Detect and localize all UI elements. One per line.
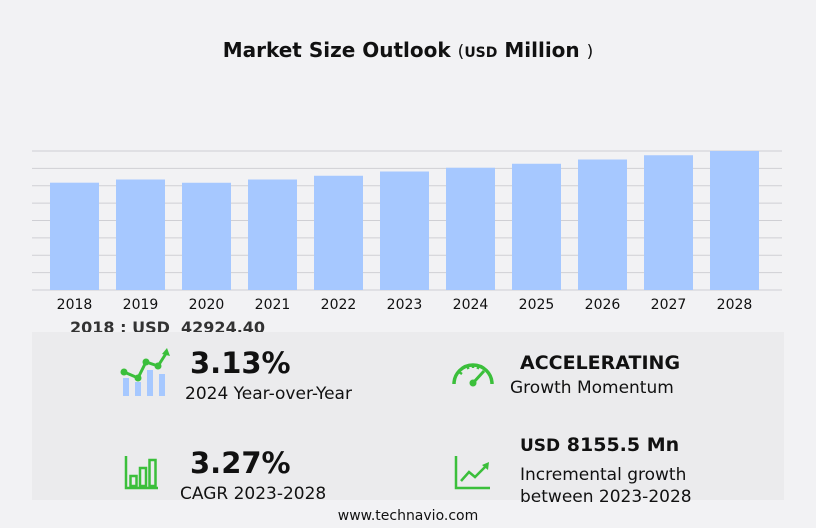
bar-chart-icon <box>124 456 158 490</box>
base-sep: : <box>120 318 127 337</box>
title-main: Market Size Outlook <box>222 38 451 62</box>
yoy-value: 3.13% <box>190 346 291 380</box>
title-close-paren: ) <box>586 42 594 62</box>
bar-2022 <box>314 175 363 290</box>
bar-2023 <box>380 171 429 290</box>
momentum-value: ACCELERATING <box>520 352 681 374</box>
footer-url[interactable]: www.technavio.com <box>337 508 479 524</box>
bar-2021 <box>248 179 297 290</box>
incremental-amount: 8155.5 Mn <box>566 434 680 456</box>
incremental-value: USD 8155.5 Mn <box>520 434 679 456</box>
bar-2025 <box>512 163 561 290</box>
chart-title: Market Size Outlook (USD Million ) <box>0 38 816 62</box>
cagr-label: CAGR 2023-2028 <box>180 484 327 504</box>
title-scale: Million <box>504 38 580 62</box>
x-tick-label: 2021 <box>255 297 291 313</box>
bar-2028 <box>710 151 759 290</box>
x-tick-label: 2023 <box>387 297 423 313</box>
bar-2024 <box>446 167 495 290</box>
incremental-label-line2: between 2023-2028 <box>520 487 692 507</box>
incremental-label-line1: Incremental growth <box>520 465 687 485</box>
x-tick-label: 2027 <box>651 297 687 313</box>
x-tick-label: 2026 <box>585 297 621 313</box>
x-tick-label: 2028 <box>717 297 753 313</box>
x-tick-label: 2018 <box>57 297 93 313</box>
momentum-label: Growth Momentum <box>510 378 674 398</box>
trend-line-icon <box>454 456 490 490</box>
cagr-value: 3.27% <box>190 446 291 480</box>
bar-2019 <box>116 179 165 290</box>
x-tick-label: 2019 <box>123 297 159 313</box>
x-tick-label: 2020 <box>189 297 225 313</box>
title-unit: USD <box>464 45 498 61</box>
incremental-currency: USD <box>520 436 561 456</box>
yoy-label: 2024 Year-over-Year <box>185 384 352 404</box>
bar-2027 <box>644 155 693 290</box>
x-tick-label: 2024 <box>453 297 489 313</box>
bar-chart: 2018 2019 2020 2021 2022 2023 2024 2025 2026 2027… <box>32 150 782 313</box>
title-open-paren: ( <box>457 42 465 62</box>
x-tick-label: 2025 <box>519 297 555 313</box>
kpi-panel <box>32 332 784 500</box>
bar-2018 <box>50 182 99 290</box>
speedometer-icon <box>452 363 494 387</box>
bar-2020 <box>182 182 231 290</box>
bar-2026 <box>578 159 627 290</box>
x-tick-label: 2022 <box>321 297 357 313</box>
growth-chart-icon <box>120 348 170 396</box>
